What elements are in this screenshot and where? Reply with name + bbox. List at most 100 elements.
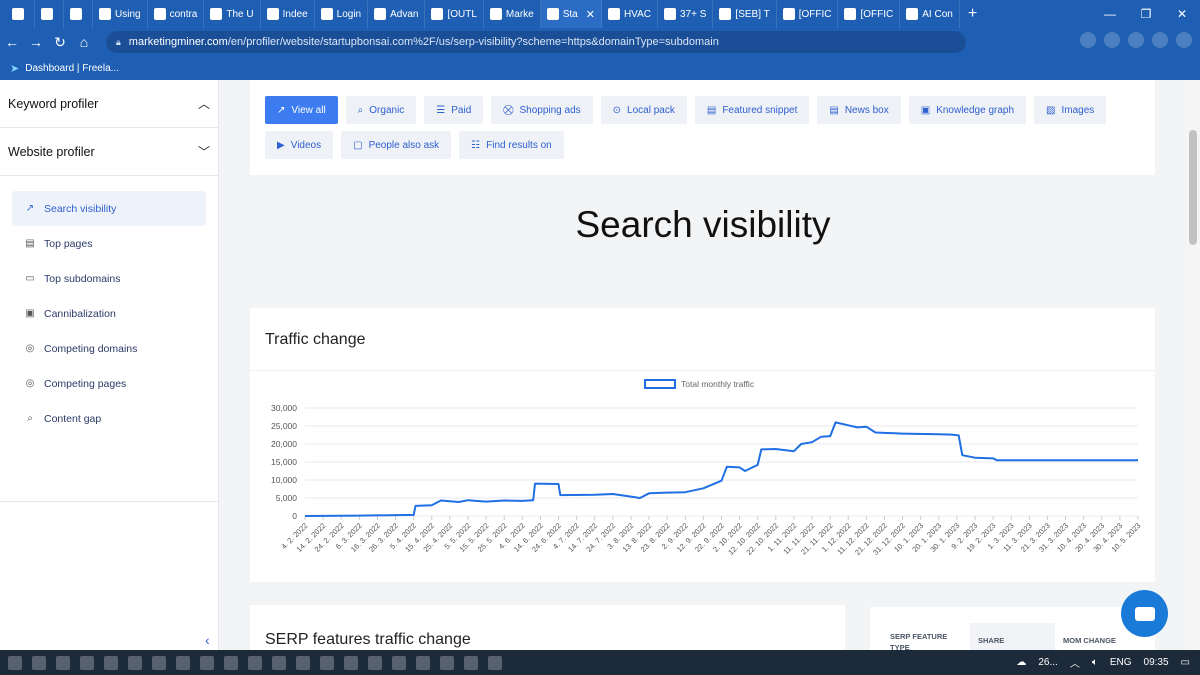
app-icon[interactable] <box>248 655 262 670</box>
start-icon[interactable] <box>8 655 22 670</box>
volume-icon[interactable]: 🔈︎ <box>1091 657 1098 668</box>
sidebar-item-cannibalization[interactable]: ▣ Cannibalization <box>12 296 206 331</box>
browser-tab[interactable]: 37+ S <box>658 0 714 28</box>
language-indicator[interactable]: ENG <box>1109 657 1132 668</box>
app-icon[interactable] <box>128 655 142 670</box>
new-tab-button[interactable]: + <box>967 5 978 22</box>
tab-label: Advan <box>390 8 419 20</box>
app-icon[interactable] <box>80 655 94 670</box>
restore-icon[interactable]: ❐ <box>1140 7 1152 21</box>
sidebar-section-keyword-profiler[interactable]: Keyword profiler ︿ <box>0 80 218 128</box>
chrome-icon[interactable] <box>272 655 286 670</box>
sidebar-item-top-subdomains[interactable]: ▭ Top subdomains <box>12 261 206 296</box>
tab-label: Login <box>336 8 362 20</box>
browser-tab[interactable]: HVAC <box>602 0 658 28</box>
close-tab-icon[interactable]: ✕ <box>585 8 595 21</box>
minimize-icon[interactable]: — <box>1104 7 1116 21</box>
sidebar-item-competing-domains[interactable]: ◎ Competing domains <box>12 331 206 366</box>
search-icon[interactable] <box>32 655 46 670</box>
collapse-sidebar-icon[interactable]: ‹ <box>205 632 210 648</box>
bookmark-dashboard[interactable]: Dashboard | Freela... <box>25 62 119 74</box>
y-tick-label: 0 <box>292 511 297 521</box>
browser-tab[interactable]: Sta ✕ <box>540 0 602 28</box>
filter-featured-snippet[interactable]: ▤ Featured snippet <box>694 96 810 124</box>
browser-tab[interactable] <box>6 0 35 28</box>
browser-tab[interactable] <box>35 0 64 28</box>
clock[interactable]: 09:35 <box>1143 657 1169 668</box>
tab-favicon-icon <box>320 8 333 20</box>
back-icon[interactable]: ← <box>5 34 19 50</box>
weather-text[interactable]: 26... <box>1038 657 1058 668</box>
weather-icon[interactable]: ☁ <box>1016 657 1027 668</box>
browser-tab[interactable]: Marke <box>484 0 541 28</box>
filter-images[interactable]: ▨ Images <box>1034 96 1107 124</box>
filter-label: People also ask <box>368 139 440 151</box>
filter-paid[interactable]: ☰ Paid <box>424 96 484 124</box>
browser-tab[interactable]: Indee <box>261 0 315 28</box>
browser-tab[interactable]: The U <box>204 0 261 28</box>
sidebar-item-top-pages[interactable]: ▤ Top pages <box>12 226 206 261</box>
reload-icon[interactable]: ↻ <box>54 33 66 50</box>
filter-people-also-ask[interactable]: ▢ People also ask <box>341 131 452 159</box>
filter-label: Knowledge graph <box>936 104 1015 116</box>
browser-tab[interactable]: Using <box>93 0 148 28</box>
app-icon[interactable] <box>104 655 118 670</box>
extension-icon[interactable] <box>1104 32 1120 48</box>
browser-tab[interactable]: [SEB] T <box>713 0 777 28</box>
app-icon[interactable] <box>368 655 382 670</box>
browser-tab[interactable]: [OFFIC <box>777 0 839 28</box>
filter-local-pack[interactable]: ⊙ Local pack <box>600 96 687 124</box>
app-icon[interactable] <box>176 655 190 670</box>
filter-videos[interactable]: ▶ Videos <box>265 131 334 159</box>
app-icon[interactable] <box>296 655 310 670</box>
filter-knowledge-graph[interactable]: ▣ Knowledge graph <box>908 96 1027 124</box>
extension-icon[interactable] <box>1080 32 1096 48</box>
app-icon[interactable] <box>440 655 454 670</box>
sidebar-section-website-profiler[interactable]: Website profiler ﹀ <box>0 128 218 176</box>
tab-favicon-icon <box>431 8 444 20</box>
browser-tab[interactable]: Advan <box>368 0 426 28</box>
profile-avatar[interactable] <box>1176 32 1192 48</box>
task-view-icon[interactable] <box>56 655 70 670</box>
app-icon[interactable] <box>488 655 502 670</box>
extension-icon[interactable] <box>1128 32 1144 48</box>
app-icon[interactable] <box>464 655 478 670</box>
chat-widget-button[interactable] <box>1121 590 1168 637</box>
app-icon[interactable] <box>392 655 406 670</box>
app-icon[interactable] <box>416 655 430 670</box>
column-header-mom-change[interactable]: MOM CHANGE <box>1063 636 1116 645</box>
filter-label: View all <box>291 104 326 116</box>
browser-tab[interactable]: AI Con <box>900 0 960 28</box>
tab-favicon-icon <box>41 8 53 20</box>
filter-find-results-on[interactable]: ☷ Find results on <box>459 131 564 159</box>
browser-tab[interactable] <box>64 0 93 28</box>
app-icon[interactable] <box>152 655 166 670</box>
tray-chevron-icon[interactable]: ︿ <box>1069 659 1080 670</box>
sidebar-item-competing-pages[interactable]: ◎ Competing pages <box>12 366 206 401</box>
home-icon[interactable]: ⌂ <box>79 34 89 50</box>
sidebar-item-content-gap[interactable]: ⌕ Content gap <box>12 401 206 436</box>
sidebar-item-search-visibility[interactable]: ↗ Search visibility <box>12 191 206 226</box>
browser-tab[interactable]: Login <box>315 0 369 28</box>
app-icon[interactable] <box>320 655 334 670</box>
filter-view-all[interactable]: ↗ View all <box>265 96 338 124</box>
close-icon[interactable]: ✕ <box>1176 7 1188 21</box>
browser-tab[interactable]: [OFFIC <box>838 0 901 28</box>
filter-news-box[interactable]: ▤ News box <box>817 96 901 124</box>
lock-icon: 🔒︎ <box>116 36 121 47</box>
extension-icon[interactable] <box>1152 32 1168 48</box>
notifications-icon[interactable]: ▭ <box>1180 657 1190 668</box>
column-header-share[interactable]: SHARE <box>970 623 1055 650</box>
app-icon[interactable] <box>224 655 238 670</box>
page-scrollbar[interactable] <box>1186 80 1200 650</box>
browser-tab[interactable]: contra <box>148 0 205 28</box>
trend-icon: ↗ <box>25 203 35 214</box>
column-header-serp-feature[interactable]: SERP FEATURE TYPE <box>890 632 948 650</box>
url-input[interactable]: 🔒︎ marketingminer.com/en/profiler/websit… <box>106 31 966 53</box>
forward-icon[interactable]: → <box>29 34 43 50</box>
app-icon[interactable] <box>200 655 214 670</box>
browser-tab[interactable]: [OUTL <box>425 0 484 28</box>
filter-shopping-ads[interactable]: ⛒ Shopping ads <box>491 96 593 124</box>
app-icon[interactable] <box>344 655 358 670</box>
filter-organic[interactable]: ⌕ Organic <box>345 96 417 124</box>
